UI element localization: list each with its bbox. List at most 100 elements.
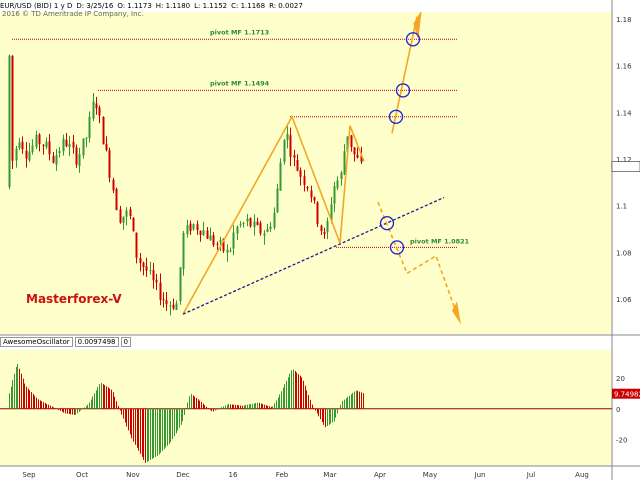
candle-body — [132, 217, 135, 232]
candle-body — [336, 180, 339, 188]
time-tick-label: Feb — [276, 471, 289, 479]
candle-body — [119, 209, 122, 223]
target-circle — [405, 32, 421, 47]
candle-body — [283, 139, 286, 163]
candle-body — [112, 179, 115, 191]
candle-body — [149, 270, 152, 272]
candle-body — [135, 232, 138, 258]
candle-body — [139, 258, 142, 263]
candle-body — [326, 220, 329, 233]
price-tick-label: 1.18 — [616, 16, 632, 24]
candle-body — [82, 138, 85, 156]
candle-body — [108, 150, 111, 178]
candle-body — [303, 176, 306, 185]
candle-body — [276, 188, 279, 213]
projection-down-line — [377, 201, 459, 318]
candle-body — [212, 235, 215, 245]
time-tick-label: Mar — [323, 471, 336, 479]
pattern-group — [182, 114, 365, 315]
candle-body — [186, 225, 189, 234]
time-tick-label: Sep — [22, 471, 36, 479]
low-label: L: 1.1152 — [194, 2, 228, 10]
target-circle — [395, 83, 411, 98]
price-tick-label: 1.06 — [616, 296, 632, 304]
trendline — [182, 196, 445, 315]
oscillator-tick-label: 0 — [616, 406, 620, 414]
candle-body — [239, 224, 242, 226]
candle-body — [286, 133, 289, 141]
candle-body — [142, 262, 145, 267]
candle-body — [125, 210, 128, 217]
candle-body — [209, 235, 212, 241]
candle-body — [356, 154, 359, 158]
range-label: R: 0.0027 — [269, 2, 303, 10]
candle-body — [92, 101, 95, 119]
candle-body — [222, 238, 225, 251]
indicator-name[interactable]: AwesomeOscillator — [0, 337, 73, 347]
candle-body — [48, 141, 51, 155]
time-tick-label: Jul — [526, 471, 536, 479]
pivot-label: pivot MF 1.0821 — [410, 237, 470, 245]
candle-body — [199, 230, 202, 235]
indicator-value: 0.0097498 — [74, 337, 119, 347]
date-label: D: 3/25/16 — [76, 2, 114, 10]
candle-body — [162, 299, 165, 301]
candle-body — [296, 159, 299, 171]
candle-body — [175, 303, 178, 310]
candle-body — [206, 230, 209, 239]
candle-body — [310, 190, 313, 198]
candle-body — [68, 143, 71, 148]
candle-body — [102, 117, 105, 145]
time-tick-label: Nov — [126, 471, 140, 479]
candle-body — [299, 170, 302, 177]
candle-body — [28, 151, 31, 161]
candle-body — [330, 204, 333, 221]
candle-body — [249, 218, 252, 227]
candle-body — [159, 282, 162, 300]
candle-body — [313, 197, 316, 201]
current-price-marker — [611, 161, 640, 172]
oscillator-value-marker — [612, 388, 640, 399]
target-circle — [388, 109, 404, 124]
copyright-text: 2016 © TD Ameritrade IP Company, Inc. — [2, 10, 144, 18]
time-tick-label: May — [423, 471, 437, 479]
candle-body — [42, 144, 45, 146]
candle-body — [85, 137, 88, 139]
candle-body — [55, 155, 58, 165]
candle-body — [273, 212, 276, 228]
candle-body — [105, 144, 108, 151]
candle-body — [15, 148, 18, 161]
candle-body — [323, 231, 326, 235]
time-tick-label: Jun — [474, 471, 486, 479]
close-label: C: 1.1168 — [231, 2, 266, 10]
candle-body — [65, 139, 68, 147]
candle-body — [256, 221, 259, 225]
price-tick-label: 1.14 — [616, 109, 632, 117]
candle-body — [95, 103, 98, 109]
candle-body — [52, 156, 55, 163]
candle-body — [152, 270, 155, 281]
candle-body — [236, 226, 239, 234]
candle-body — [253, 221, 256, 227]
projection-up-arrowhead — [413, 11, 422, 38]
time-tick-label: Oct — [76, 471, 88, 479]
candle-body — [35, 134, 38, 148]
candle-body — [242, 222, 245, 224]
time-tick-label: Aug — [575, 471, 589, 479]
candle-body — [155, 279, 158, 283]
price-tick-label: 1.12 — [616, 156, 632, 164]
zigzag-pattern — [182, 114, 365, 315]
symbol-label[interactable]: EUR/USD (BID) 1 y D — [0, 2, 73, 10]
high-label: H: 1.1180 — [155, 2, 191, 10]
candle-body — [229, 250, 232, 252]
time-tick-label: 16 — [229, 471, 238, 479]
chart-header: EUR/USD (BID) 1 y D D: 3/25/16 O: 1.1173 H:… — [0, 0, 612, 12]
candle-body — [232, 232, 235, 249]
candle-body — [353, 147, 356, 155]
candle-body — [316, 202, 319, 224]
candle-body — [11, 55, 14, 161]
candle-body — [38, 134, 41, 145]
pivot-label: pivot MF 1.1713 — [210, 28, 269, 36]
